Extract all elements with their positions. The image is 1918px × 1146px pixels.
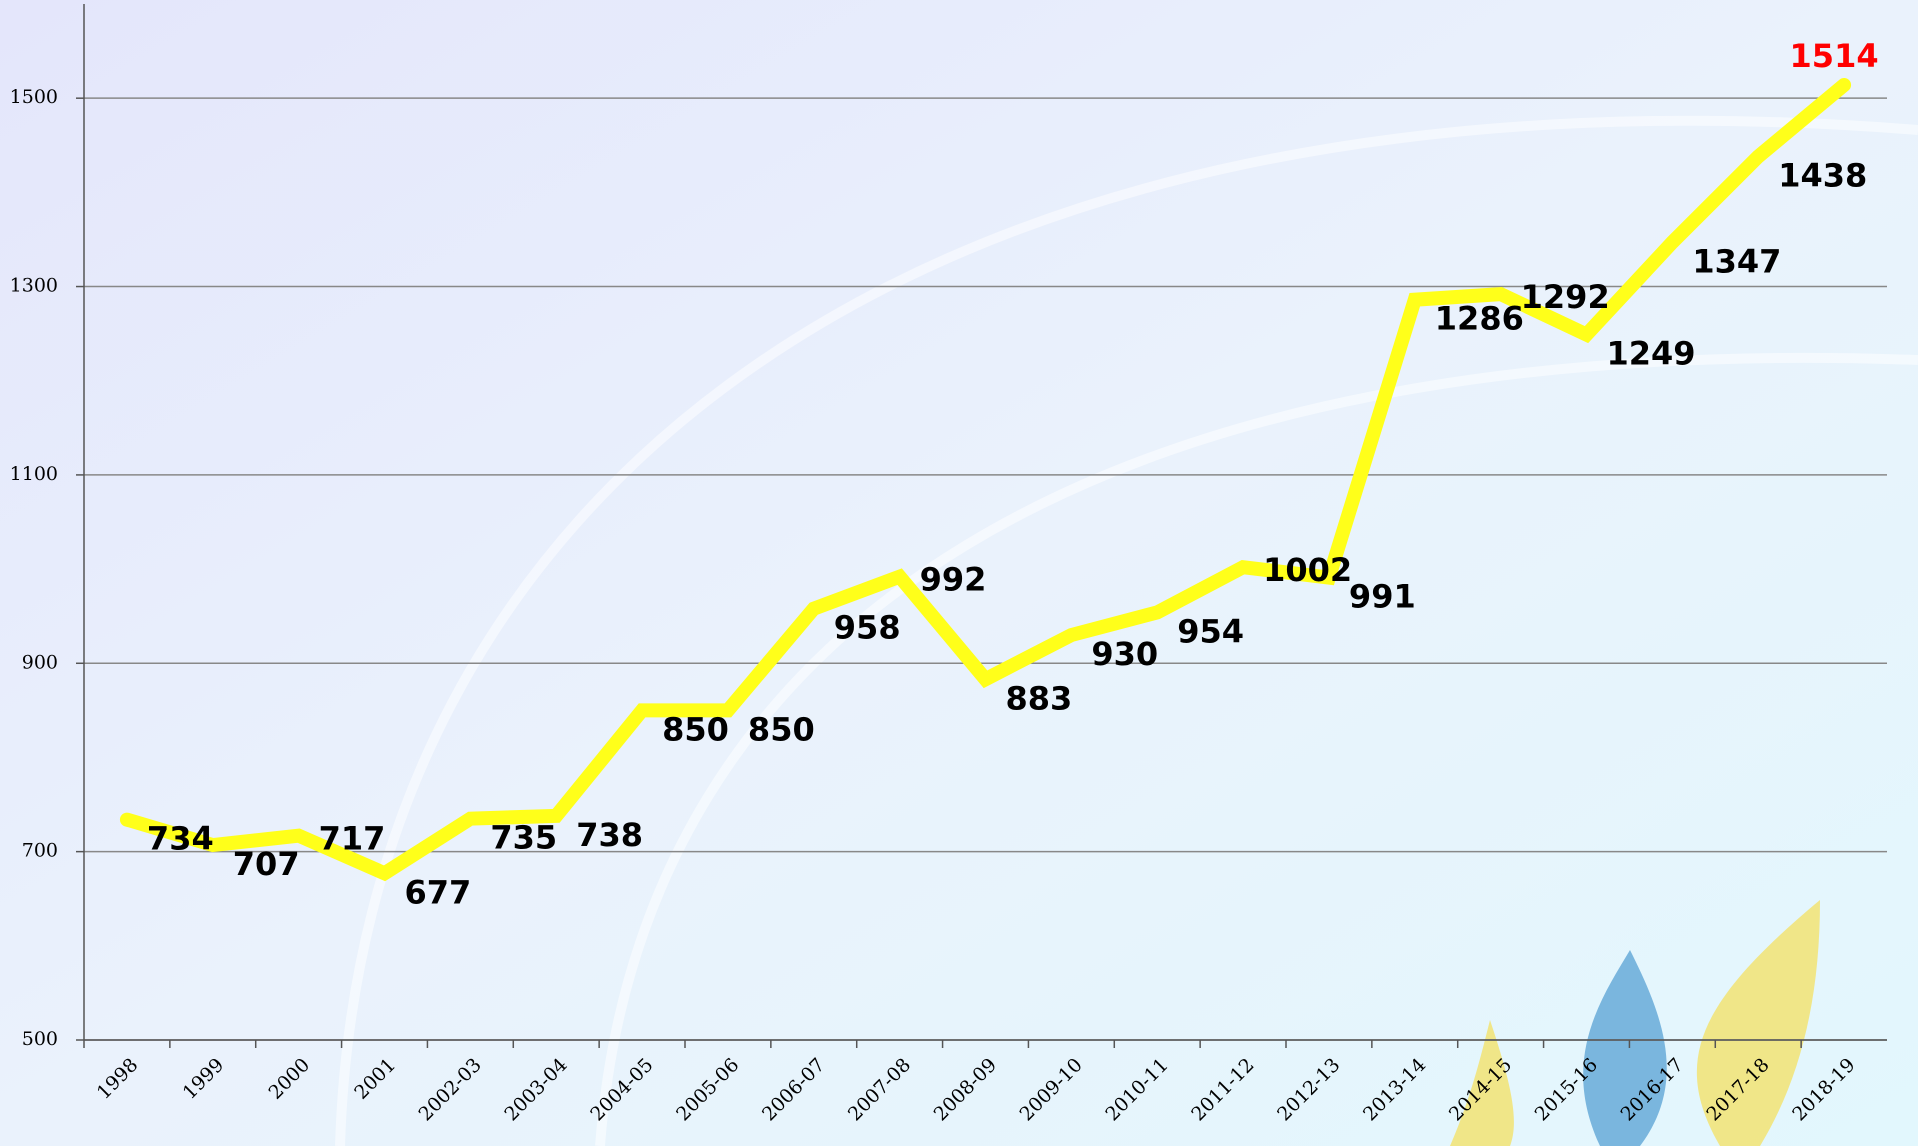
value-label: 717 [319, 820, 386, 858]
data-line [119, 77, 1852, 882]
value-label: 991 [1349, 578, 1416, 616]
value-label: 1002 [1263, 551, 1352, 589]
decor-arc [595, 352, 1918, 1146]
value-label: 707 [233, 845, 300, 883]
decor-petal [1450, 1020, 1514, 1146]
y-tick-label: 1500 [10, 86, 58, 108]
y-tick-label: 1100 [10, 463, 58, 485]
y-tick-label: 1300 [10, 275, 58, 297]
value-label: 1438 [1778, 157, 1867, 195]
y-tick-label: 900 [22, 651, 58, 673]
value-label: 1347 [1692, 242, 1781, 280]
value-label: 850 [748, 710, 815, 748]
value-label: 1292 [1521, 278, 1610, 316]
value-label: 954 [1177, 612, 1244, 650]
decor-petal [1583, 950, 1667, 1146]
value-label: 734 [147, 820, 214, 858]
value-label: 850 [662, 710, 729, 748]
y-tick-label: 700 [22, 840, 58, 862]
y-tick-label: 500 [22, 1028, 58, 1050]
value-label: 992 [920, 561, 987, 599]
value-label: 735 [490, 819, 557, 857]
value-label: 958 [834, 609, 901, 647]
value-label: 930 [1091, 635, 1158, 673]
value-label: 1514 [1790, 37, 1879, 75]
decor-petal [1696, 900, 1820, 1146]
value-label: 1286 [1435, 300, 1524, 338]
value-label: 738 [576, 816, 643, 854]
value-label: 677 [405, 873, 472, 911]
value-label: 1249 [1607, 335, 1696, 373]
value-label: 883 [1006, 679, 1073, 717]
